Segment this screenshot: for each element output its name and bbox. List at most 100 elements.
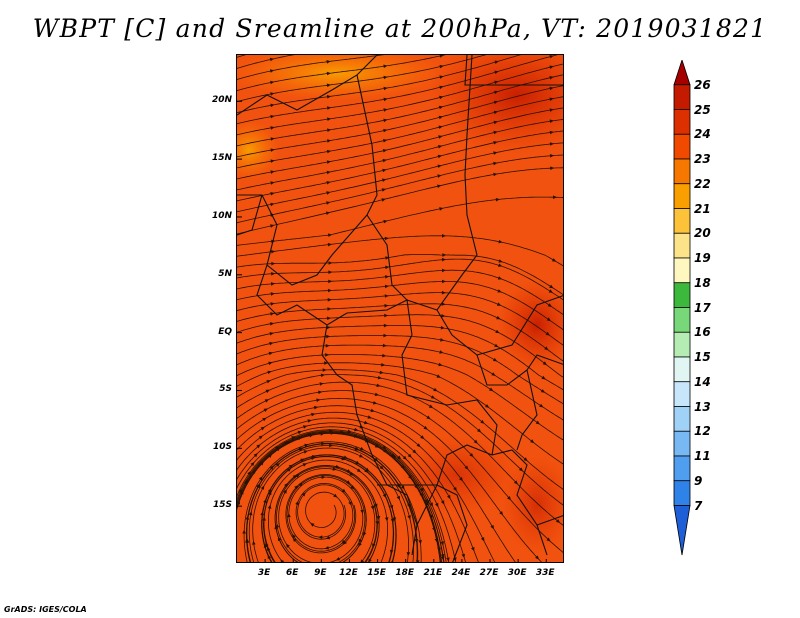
border-line <box>256 264 348 326</box>
streamline-arrow <box>493 172 498 177</box>
streamline-arrow <box>326 71 331 76</box>
streamline-arrow <box>437 154 443 159</box>
streamline-arrow <box>553 195 557 199</box>
streamline-arrow <box>438 125 443 129</box>
streamline-arrow <box>309 433 314 438</box>
streamline-arrow <box>268 361 273 366</box>
streamline-arrow <box>303 450 308 454</box>
streamline-arrow <box>414 484 418 490</box>
streamline-arrow <box>434 538 439 543</box>
streamline-arrow <box>382 178 387 182</box>
streamline <box>263 466 378 562</box>
streamline <box>237 55 385 80</box>
streamline <box>237 369 563 490</box>
streamline-arrow <box>342 540 347 545</box>
streamline-arrow <box>541 375 546 380</box>
streamline-arrow <box>494 343 499 348</box>
streamline-arrow <box>284 482 288 488</box>
streamline-arrow <box>549 65 554 69</box>
streamline-arrow <box>442 253 447 257</box>
streamline-arrows <box>237 55 563 562</box>
streamline-arrow <box>546 317 551 322</box>
streamline-arrow <box>252 540 256 545</box>
streamline <box>237 314 563 378</box>
streamline-arrow <box>326 83 331 88</box>
streamline-arrow <box>490 524 494 530</box>
streamline-arrow <box>390 518 395 523</box>
streamline-arrow <box>550 166 555 170</box>
streamline-arrow <box>407 453 412 458</box>
cool-patch-north <box>237 55 447 101</box>
streamline-arrow <box>435 502 439 508</box>
streamline-arrow <box>328 261 333 265</box>
streamline-arrow <box>549 142 554 146</box>
streamline-arrow <box>382 168 387 173</box>
map-panel <box>236 54 564 563</box>
streamline-arrow <box>268 490 272 496</box>
streamline-arrow <box>321 475 326 479</box>
streamline-arrow <box>383 97 388 102</box>
streamline-arrow <box>270 292 275 296</box>
streamline-arrow <box>549 76 554 80</box>
streamline <box>237 96 563 169</box>
warm-patch-northeast <box>427 55 563 155</box>
streamline-arrow <box>545 331 550 336</box>
streamline-arrow <box>544 346 549 351</box>
border-line <box>464 55 563 86</box>
streamline-arrow <box>265 389 270 394</box>
streamline-arrow <box>269 465 274 470</box>
streamline <box>237 74 563 147</box>
streamline-arrow <box>362 532 367 537</box>
streamline-arrow <box>329 443 334 448</box>
streamline-arrow <box>494 60 499 64</box>
streamline-arrow <box>491 372 496 376</box>
longitude-label: 12E <box>339 568 358 578</box>
streamline-arrow <box>485 404 490 408</box>
latitude-label: 10N <box>211 210 232 221</box>
streamline-arrow <box>396 495 400 501</box>
streamline-arrow <box>267 554 271 559</box>
colorbar-label: 17 <box>694 300 711 315</box>
streamline-arrow <box>330 431 335 435</box>
streamline-arrow <box>368 558 372 562</box>
streamline-arrow <box>327 139 332 143</box>
longitude-label: 24E <box>451 568 471 578</box>
streamline-arrow <box>549 108 554 112</box>
streamline-arrow <box>326 325 331 330</box>
colorbar-segment <box>673 381 691 407</box>
streamline <box>237 55 487 103</box>
streamline-arrow <box>438 115 443 120</box>
streamline-arrow <box>267 488 272 493</box>
streamline-arrow <box>383 75 388 80</box>
streamline-arrow <box>335 464 340 469</box>
streamline-arrow <box>258 476 263 481</box>
streamline-arrow <box>382 158 387 163</box>
streamline-arrow <box>402 455 407 460</box>
streamline-arrow <box>270 159 275 163</box>
border-line <box>356 55 478 311</box>
streamline-arrow <box>407 515 411 520</box>
streamline-arrow <box>320 432 325 436</box>
country-borders <box>237 55 563 562</box>
streamline <box>237 85 563 158</box>
streamline <box>237 55 522 114</box>
streamline-arrow <box>256 483 260 489</box>
streamline-arrow <box>549 284 554 289</box>
streamline-arrow <box>295 500 299 506</box>
streamline-arrow <box>327 288 332 293</box>
streamline <box>237 429 450 562</box>
latitude-label: 15N <box>211 153 232 164</box>
streamline-arrow <box>548 289 553 293</box>
streamline-arrow <box>324 361 329 365</box>
streamline-arrow <box>384 313 389 318</box>
colorbar-label: 26 <box>694 77 711 92</box>
streamline-arrow <box>326 95 332 99</box>
streamline-arrow <box>384 517 389 522</box>
streamline <box>246 443 410 562</box>
streamline-arrow <box>270 224 275 228</box>
streamline <box>237 281 563 331</box>
streamline-arrow <box>407 503 411 508</box>
streamline-arrow <box>477 428 482 433</box>
streamline-arrow <box>350 485 355 490</box>
streamline-arrow <box>493 161 498 166</box>
